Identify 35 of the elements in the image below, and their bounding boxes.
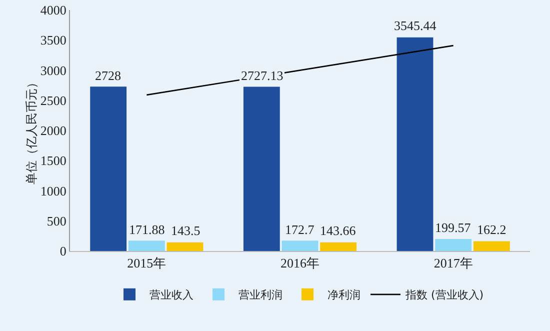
x-tick-label: 2017年 [434, 256, 473, 271]
data-label: 162.2 [477, 222, 506, 237]
data-label: 143.5 [171, 223, 200, 238]
bar [243, 86, 280, 251]
y-tick-label: 4000 [40, 2, 66, 18]
legend-label: 营业利润 [238, 288, 282, 302]
data-label: 2728 [95, 68, 121, 83]
y-tick-label: 1000 [40, 183, 66, 198]
y-tick-label: 3500 [40, 32, 66, 48]
legend-label: 净利润 [328, 288, 360, 302]
data-label: 199.57 [435, 220, 472, 235]
bar [473, 241, 510, 251]
y-tick-label: 3000 [40, 62, 66, 78]
x-tick-label: 2015年 [127, 256, 166, 271]
bar [396, 37, 434, 251]
bar [90, 86, 127, 251]
y-tick-label: 1500 [40, 153, 66, 168]
legend-label: 营业收入 [150, 288, 194, 302]
data-label: 2727.13 [241, 68, 284, 83]
data-label: 172.7 [285, 222, 315, 237]
x-tick-label: 2016年 [280, 256, 320, 271]
bar [282, 240, 318, 251]
bar [128, 240, 165, 251]
y-tick-label: 500 [46, 213, 66, 228]
y-tick-label: 2500 [40, 92, 66, 108]
y-axis-title: 单位（亿人民币元） [24, 76, 38, 184]
data-label: 3545.44 [394, 18, 437, 33]
data-label: 171.88 [129, 222, 165, 237]
y-tick-label: 2000 [40, 123, 66, 138]
legend-label: 指数 (营业收入) [404, 288, 484, 302]
data-label: 143.66 [320, 223, 356, 238]
bar [435, 238, 472, 251]
bar [320, 242, 357, 251]
y-tick-label: 0 [60, 244, 66, 259]
bar [166, 242, 204, 251]
